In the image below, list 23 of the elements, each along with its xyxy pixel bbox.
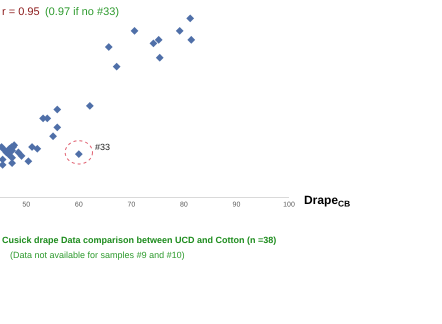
text: (0.97 if no #33) [45, 6, 119, 18]
point [156, 54, 164, 62]
point [53, 106, 62, 114]
point [176, 27, 184, 35]
point [18, 152, 26, 160]
point [130, 27, 138, 35]
point [86, 102, 94, 110]
point [24, 157, 32, 166]
text: (Data not available for samples #9 and #10) [10, 250, 185, 260]
point [53, 123, 62, 132]
point [112, 62, 121, 71]
point [49, 132, 57, 140]
text: r = 0.95 [2, 6, 40, 18]
annotation: #33 [95, 142, 110, 152]
point [186, 14, 194, 22]
x-axis-title: Drape$_{CB}$ [304, 193, 350, 209]
point [104, 43, 113, 51]
point [154, 36, 163, 44]
point [187, 36, 196, 44]
text: Cusick drape Data comparison between UCD and Cotton (n =38) [2, 235, 276, 245]
point [8, 159, 16, 167]
point [150, 40, 158, 48]
point [33, 144, 42, 153]
